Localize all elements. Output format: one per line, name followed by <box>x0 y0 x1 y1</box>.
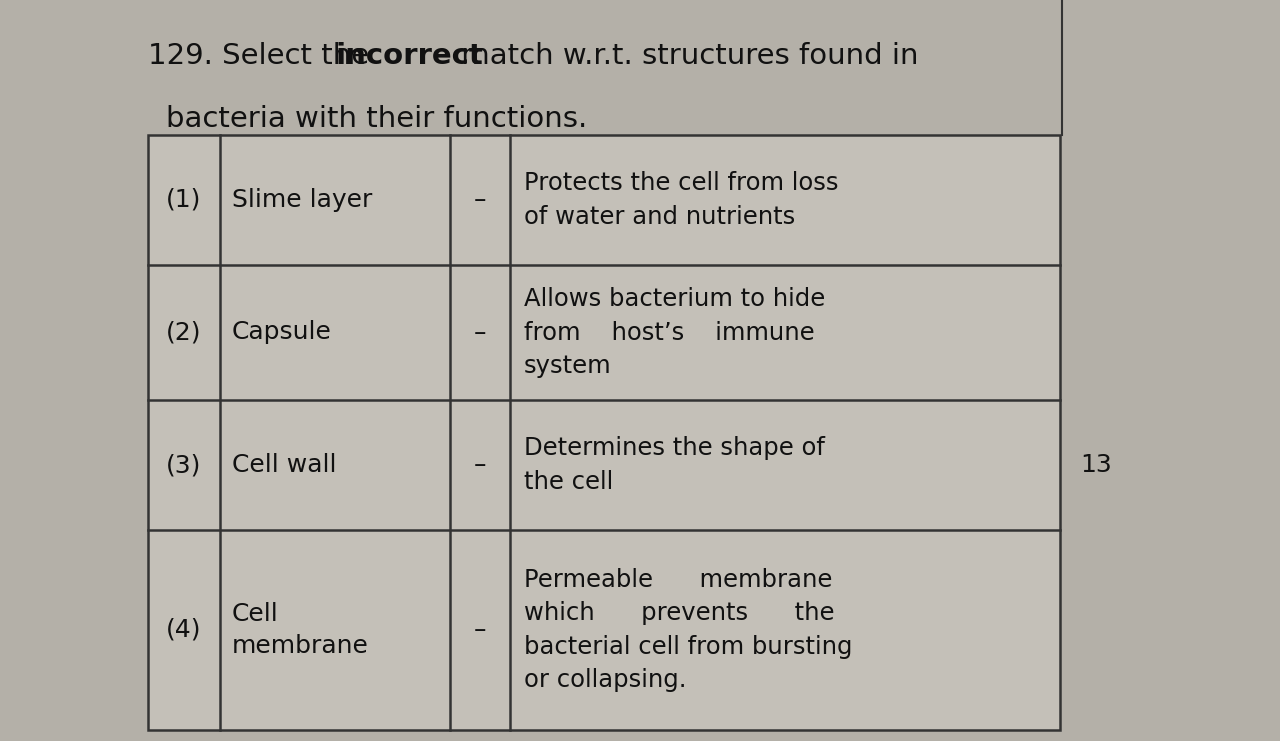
Bar <box>148 135 1060 730</box>
Text: –: – <box>474 453 486 477</box>
Bar <box>148 265 220 400</box>
Text: 129. Select the: 129. Select the <box>148 42 379 70</box>
Text: Determines the shape of
the cell: Determines the shape of the cell <box>524 436 824 494</box>
Text: –: – <box>474 188 486 212</box>
Text: (4): (4) <box>166 618 202 642</box>
Bar <box>509 135 1060 265</box>
Bar <box>148 400 220 530</box>
Text: Slime layer: Slime layer <box>232 188 372 212</box>
Bar <box>220 135 451 265</box>
Text: –: – <box>474 618 486 642</box>
Bar <box>451 400 509 530</box>
Text: (2): (2) <box>166 321 202 345</box>
Text: Permeable      membrane
which      prevents      the
bacterial cell from burstin: Permeable membrane which prevents the ba… <box>524 568 852 692</box>
Text: incorrect: incorrect <box>335 42 483 70</box>
Text: Allows bacterium to hide
from    host’s    immune
system: Allows bacterium to hide from host’s imm… <box>524 287 826 378</box>
Bar <box>220 265 451 400</box>
Bar <box>220 400 451 530</box>
Bar <box>509 530 1060 730</box>
Text: Cell wall: Cell wall <box>232 453 337 477</box>
Text: match w.r.t. structures found in: match w.r.t. structures found in <box>452 42 919 70</box>
Text: Protects the cell from loss
of water and nutrients: Protects the cell from loss of water and… <box>524 171 838 229</box>
Text: (1): (1) <box>166 188 202 212</box>
Bar <box>148 530 220 730</box>
Text: Capsule: Capsule <box>232 321 332 345</box>
Bar <box>148 135 220 265</box>
Text: Cell
membrane: Cell membrane <box>232 602 369 658</box>
Text: bacteria with their functions.: bacteria with their functions. <box>166 105 588 133</box>
Text: 13: 13 <box>1080 453 1112 477</box>
Bar <box>451 135 509 265</box>
Text: (3): (3) <box>166 453 202 477</box>
Bar <box>451 530 509 730</box>
Bar <box>509 265 1060 400</box>
Bar <box>509 400 1060 530</box>
Text: –: – <box>474 321 486 345</box>
Bar <box>220 530 451 730</box>
Bar <box>451 265 509 400</box>
